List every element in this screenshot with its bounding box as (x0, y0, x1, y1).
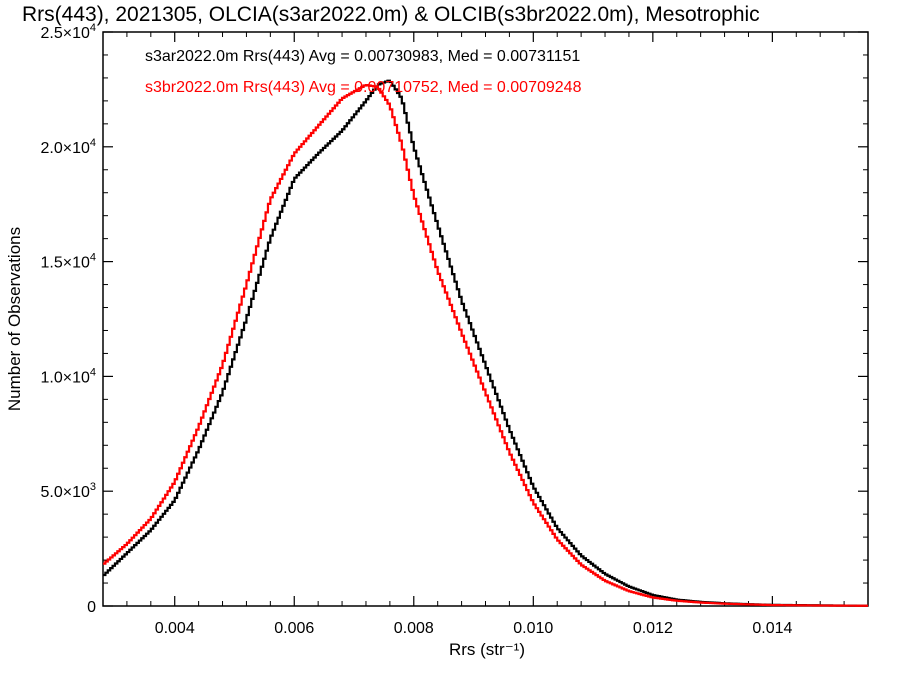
x-axis-ticks: 0.004 0.006 0.008 0.010 0.012 0.014 (102, 32, 869, 637)
annotation-series-a: s3ar2022.0m Rrs(443) Avg = 0.00730983, M… (145, 48, 580, 65)
x-axis-label: Rrs (str⁻¹) (449, 640, 525, 659)
y-tick-label: 1.0×104 (40, 366, 96, 386)
x-tick-label: 0.006 (274, 620, 314, 637)
x-tick-label: 0.014 (752, 620, 792, 637)
y-axis-label: Number of Observations (5, 227, 24, 411)
annotation-series-b: s3br2022.0m Rrs(443) Avg = 0.00710752, M… (145, 79, 582, 96)
series-line-s3ar2022.0m (103, 79, 868, 607)
series-line-s3br2022.0m (103, 83, 868, 607)
y-tick-label: 2.0×104 (40, 137, 96, 157)
y-tick-label: 5.0×103 (40, 481, 96, 501)
x-tick-label: 0.012 (633, 620, 673, 637)
x-tick-label: 0.004 (155, 620, 195, 637)
plot-frame (102, 31, 869, 607)
chart-title: Rrs(443), 2021305, OLCIA(s3ar2022.0m) & … (22, 3, 760, 26)
y-tick-label: 2.5×104 (40, 22, 96, 42)
series-lines (103, 79, 868, 607)
y-tick-label: 0 (87, 599, 96, 616)
y-tick-label: 1.5×104 (40, 252, 96, 272)
x-tick-label: 0.008 (394, 620, 434, 637)
y-axis-ticks: 0 5.0×103 1.0×104 1.5×104 2.0×104 2.5×104 (40, 22, 868, 616)
x-tick-label: 0.010 (513, 620, 553, 637)
